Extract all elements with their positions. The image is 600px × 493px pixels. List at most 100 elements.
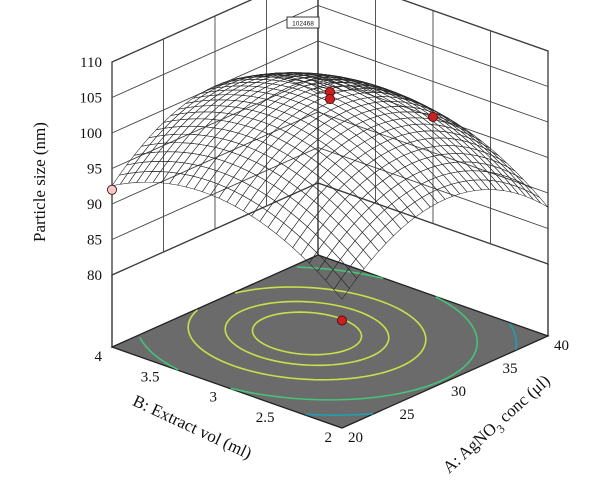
surface-cell <box>167 151 184 163</box>
surface-cell <box>382 175 399 190</box>
surface-cell <box>323 118 341 129</box>
surface-cell <box>143 161 161 173</box>
surface-cell <box>266 200 284 218</box>
surface-cell <box>361 207 378 225</box>
surface-cell <box>284 229 301 249</box>
design-point <box>427 112 438 123</box>
surface-cell <box>329 191 346 208</box>
surface-cell <box>326 150 343 164</box>
surface-cell <box>436 186 453 200</box>
surface-cell <box>298 98 316 107</box>
surface-cell <box>442 172 460 185</box>
surface-cell <box>262 134 279 147</box>
surface-cell <box>272 162 289 177</box>
contour-line <box>251 311 363 356</box>
surface-cell <box>502 181 520 195</box>
surface-cell <box>286 135 303 148</box>
surface-cell <box>354 231 371 251</box>
surface-cell <box>355 130 373 142</box>
surface-cell <box>330 223 348 242</box>
surface-cell <box>210 99 228 107</box>
surface-cell <box>273 90 291 98</box>
surface-cell <box>451 182 468 195</box>
surface-cell <box>299 105 316 115</box>
surface-cell <box>251 204 268 222</box>
surface-cell <box>197 126 215 137</box>
surface-cell <box>464 170 482 181</box>
z-tick-label: 95 <box>87 162 102 178</box>
surface-cell <box>233 89 251 96</box>
surface-cell <box>398 192 416 208</box>
surface-cell <box>327 163 344 178</box>
surface-cell <box>305 94 323 103</box>
surface-cell <box>275 206 292 224</box>
surface-cell <box>174 142 192 153</box>
surface-cell <box>455 153 473 163</box>
surface-cell <box>369 216 386 234</box>
surface-cell <box>356 141 374 154</box>
surface-cell <box>408 131 426 141</box>
surface-cell <box>151 161 169 172</box>
y-tick-label: 4 <box>95 349 103 365</box>
surface-cell <box>188 118 206 127</box>
surface-cell <box>307 216 324 235</box>
surface-cell <box>361 223 379 242</box>
surface-cell <box>358 164 375 179</box>
surface-cell <box>240 85 258 91</box>
z-tick-label: 90 <box>87 197 102 213</box>
surface-cell <box>243 199 260 217</box>
design-points <box>107 87 438 326</box>
surface-cell <box>300 123 318 135</box>
surface-cell <box>384 218 402 237</box>
x-tick-label: 30 <box>451 384 466 400</box>
surface-cell <box>218 99 236 107</box>
surface-cell <box>172 125 190 135</box>
surface-cell <box>390 183 407 199</box>
surface-cell <box>312 177 330 193</box>
surface-cell <box>457 170 475 182</box>
surface-cell <box>291 219 308 238</box>
surface-cell <box>285 125 302 137</box>
surface-cell <box>232 85 250 91</box>
surface-cell <box>365 159 383 174</box>
surface-cell <box>447 145 465 155</box>
surface-cell <box>357 152 375 166</box>
surface-cell <box>273 176 290 192</box>
surface-cell <box>278 131 295 144</box>
surface-cell <box>373 155 390 169</box>
z-tick-label: 105 <box>80 91 103 107</box>
surface-cell <box>318 144 335 158</box>
surface-cell <box>301 134 319 147</box>
surface-cell <box>195 111 213 120</box>
z-tick-label: 100 <box>80 126 103 142</box>
surface-cell <box>461 140 478 151</box>
flag-box <box>286 16 320 29</box>
surface-cell <box>292 236 309 256</box>
surface-cell <box>224 89 243 96</box>
contour-line <box>305 412 374 416</box>
surface-cell <box>352 199 370 216</box>
surface-cell <box>259 210 276 228</box>
surface-cell <box>144 171 161 183</box>
surface-cell <box>306 200 323 218</box>
surface-cell <box>281 181 298 198</box>
surface-cell <box>264 157 281 172</box>
surface-cell <box>303 157 320 172</box>
surface-cell <box>306 101 324 111</box>
surface-cell <box>417 138 434 149</box>
surface-cell <box>377 225 394 244</box>
surface-cell <box>344 191 362 208</box>
wall-gridline-z <box>111 147 549 240</box>
design-point <box>324 94 335 105</box>
surface-cell <box>366 172 384 187</box>
surface-cell <box>391 197 408 214</box>
surface-cell <box>274 96 292 105</box>
surface-cell <box>485 157 502 170</box>
surface-cell <box>159 161 177 173</box>
surface-cell <box>399 117 417 126</box>
surface-cell <box>441 162 459 174</box>
surface-cell <box>310 150 328 165</box>
surface-cell <box>295 152 312 166</box>
surface-cell <box>225 94 244 101</box>
